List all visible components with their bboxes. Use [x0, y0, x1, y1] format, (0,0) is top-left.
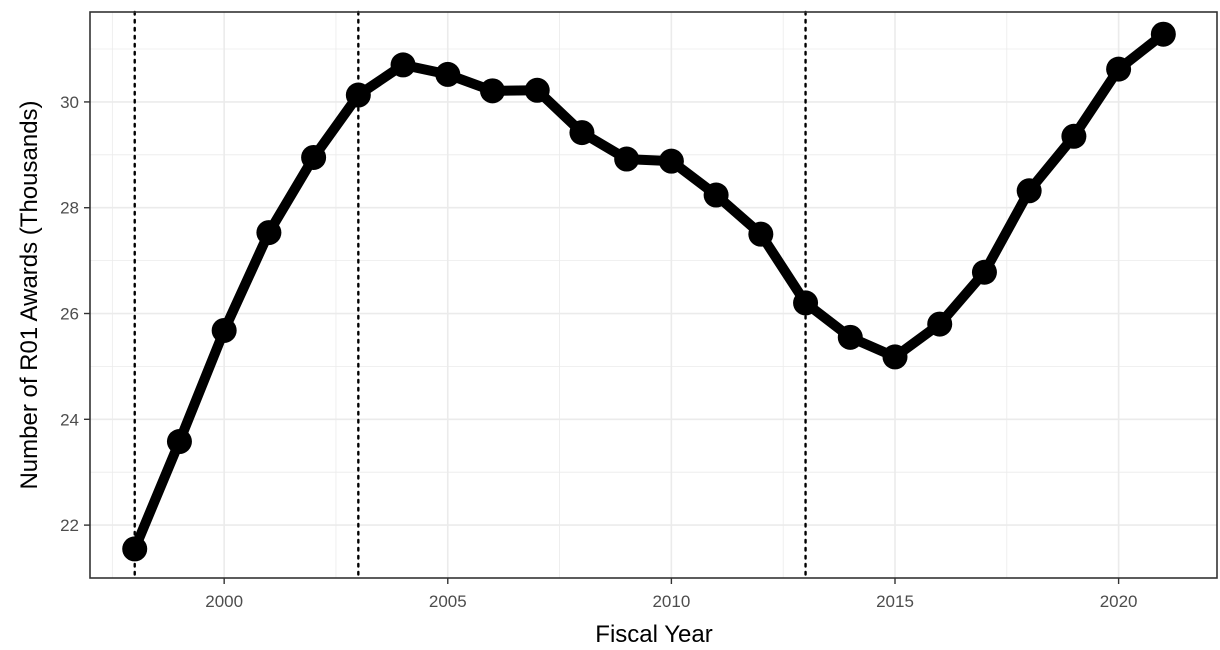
data-point [480, 78, 505, 104]
data-point [345, 82, 371, 108]
data-point [569, 120, 595, 146]
data-point [882, 344, 908, 370]
y-tick-label: 22 [60, 516, 79, 535]
data-point [1150, 21, 1176, 47]
grid [90, 12, 1217, 579]
series-line [129, 29, 1169, 554]
x-tick-label: 2000 [205, 592, 243, 611]
x-axis-title: Fiscal Year [595, 621, 712, 648]
data-point [614, 146, 640, 172]
data-point [435, 61, 461, 87]
data-point [256, 220, 282, 246]
x-tick-label: 2010 [652, 592, 690, 611]
x-tick-label: 2015 [876, 592, 914, 611]
data-point [301, 144, 327, 170]
y-axis-ticks: 22 24 26 28 30 [60, 93, 90, 535]
data-point [748, 221, 774, 247]
x-tick-label: 2020 [1100, 592, 1138, 611]
data-point [658, 148, 684, 174]
data-point [1061, 123, 1087, 149]
data-point [793, 290, 819, 316]
y-tick-label: 24 [60, 410, 79, 429]
y-tick-label: 28 [60, 199, 79, 218]
y-tick-label: 30 [60, 93, 79, 112]
data-point [211, 317, 237, 343]
data-point [927, 311, 953, 337]
data-point [122, 536, 148, 562]
series-layer [122, 21, 1176, 562]
x-tick-label: 2005 [429, 592, 467, 611]
data-point [971, 259, 997, 285]
data-point [390, 52, 416, 78]
data-point [837, 324, 863, 350]
data-point [1106, 56, 1132, 82]
panel-border [89, 11, 1218, 579]
data-point [1016, 178, 1042, 204]
y-axis-title: Number of R01 Awards (Thousands) [16, 100, 43, 489]
x-axis-ticks: 2000 2005 2010 2015 2020 [205, 578, 1138, 611]
data-point [166, 429, 192, 455]
y-tick-label: 26 [60, 305, 79, 324]
data-point [703, 182, 729, 208]
data-point [524, 77, 550, 103]
